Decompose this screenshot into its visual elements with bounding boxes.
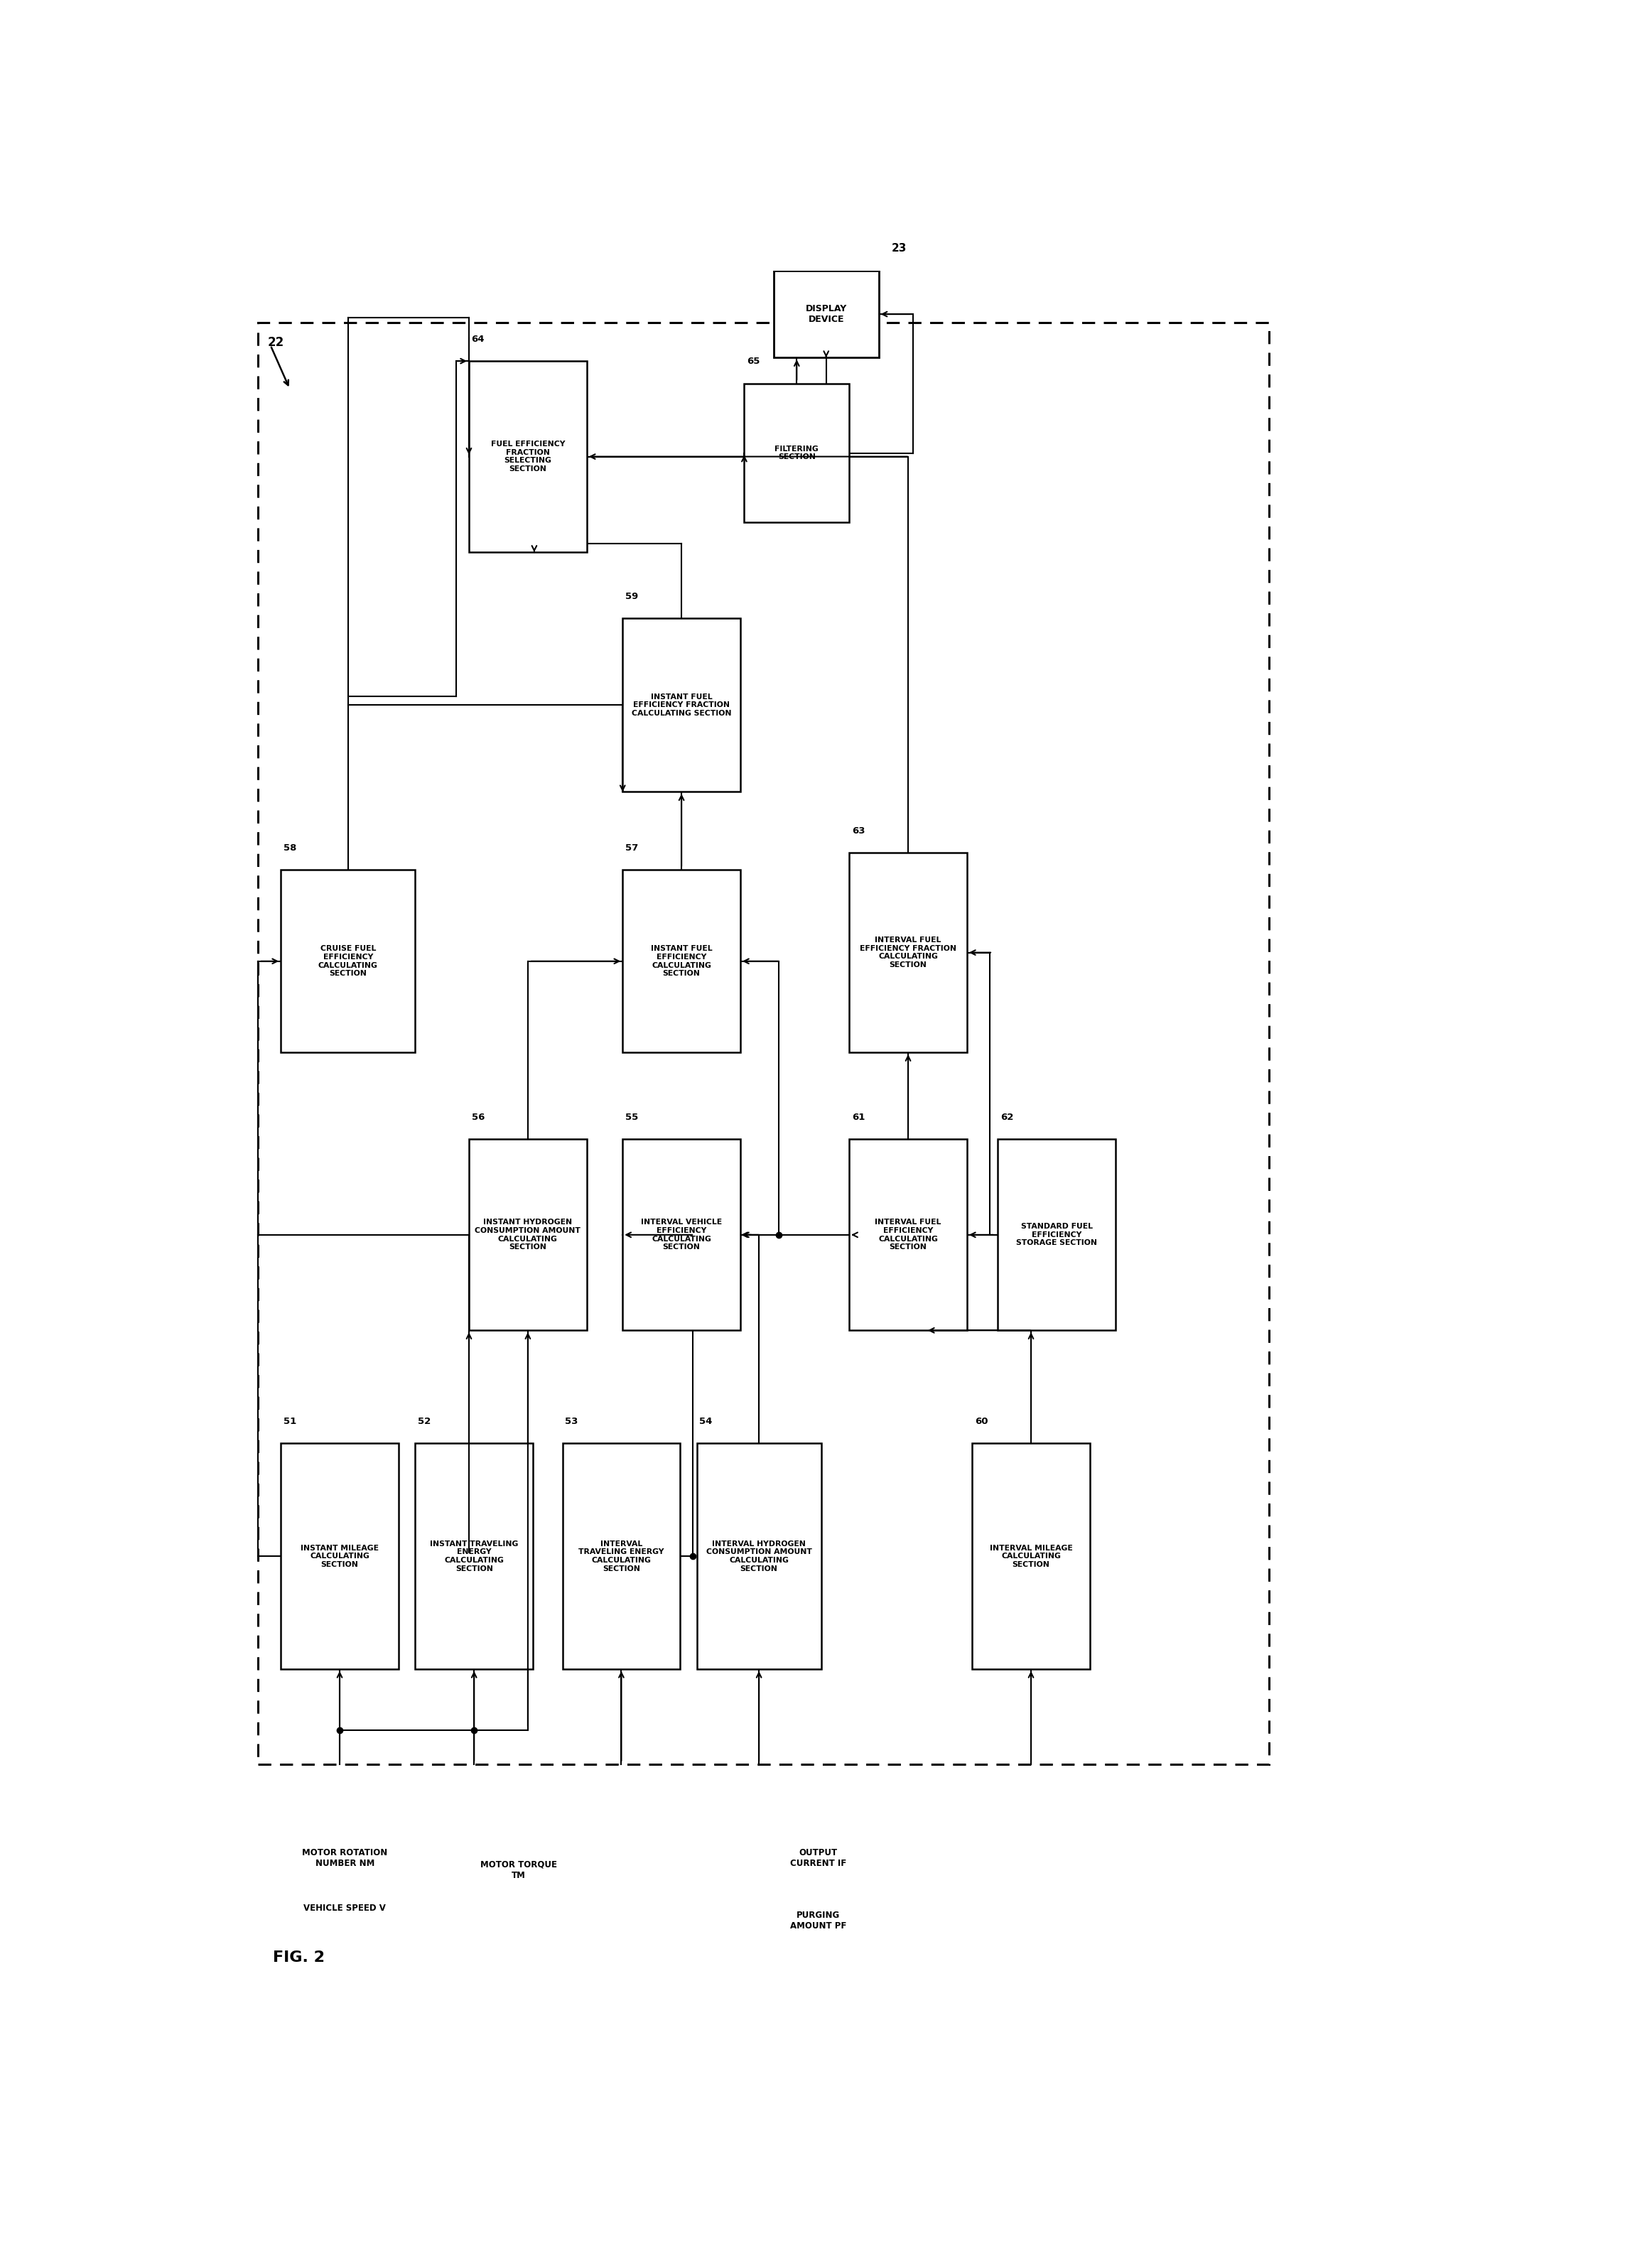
Text: OUTPUT
CURRENT IF: OUTPUT CURRENT IF: [790, 1848, 846, 1868]
Text: INSTANT MILEAGE
CALCULATING
SECTION: INSTANT MILEAGE CALCULATING SECTION: [301, 1545, 378, 1568]
Text: 65: 65: [747, 356, 760, 365]
Text: DISPLAY
DEVICE: DISPLAY DEVICE: [806, 305, 847, 325]
Text: CRUISE FUEL
EFFICIENCY
CALCULATING
SECTION: CRUISE FUEL EFFICIENCY CALCULATING SECTI…: [319, 945, 378, 977]
Text: 61: 61: [852, 1112, 866, 1121]
Text: INSTANT FUEL
EFFICIENCY FRACTION
CALCULATING SECTION: INSTANT FUEL EFFICIENCY FRACTION CALCULA…: [631, 693, 732, 717]
Text: VEHICLE SPEED V: VEHICLE SPEED V: [304, 1904, 387, 1913]
FancyBboxPatch shape: [623, 1139, 740, 1331]
Text: INTERVAL FUEL
EFFICIENCY
CALCULATING
SECTION: INTERVAL FUEL EFFICIENCY CALCULATING SEC…: [876, 1218, 942, 1250]
FancyBboxPatch shape: [415, 1444, 534, 1669]
Text: INTERVAL FUEL
EFFICIENCY FRACTION
CALCULATING
SECTION: INTERVAL FUEL EFFICIENCY FRACTION CALCUL…: [859, 936, 957, 968]
Text: MOTOR ROTATION
NUMBER NM: MOTOR ROTATION NUMBER NM: [302, 1848, 388, 1868]
Text: 53: 53: [565, 1417, 578, 1426]
Text: 23: 23: [892, 244, 907, 253]
Text: 63: 63: [852, 826, 866, 835]
FancyBboxPatch shape: [971, 1444, 1090, 1669]
FancyBboxPatch shape: [281, 1444, 398, 1669]
Text: FUEL EFFICIENCY
FRACTION
SELECTING
SECTION: FUEL EFFICIENCY FRACTION SELECTING SECTI…: [491, 440, 565, 472]
FancyBboxPatch shape: [773, 271, 879, 359]
Text: INTERVAL VEHICLE
EFFICIENCY
CALCULATING
SECTION: INTERVAL VEHICLE EFFICIENCY CALCULATING …: [641, 1218, 722, 1250]
FancyBboxPatch shape: [743, 384, 849, 523]
FancyBboxPatch shape: [697, 1444, 821, 1669]
FancyBboxPatch shape: [623, 618, 740, 792]
Text: INSTANT HYDROGEN
CONSUMPTION AMOUNT
CALCULATING
SECTION: INSTANT HYDROGEN CONSUMPTION AMOUNT CALC…: [476, 1218, 582, 1250]
Text: 22: 22: [268, 336, 284, 350]
FancyBboxPatch shape: [998, 1139, 1115, 1331]
Text: 62: 62: [999, 1112, 1013, 1121]
Text: INSTANT TRAVELING
ENERGY
CALCULATING
SECTION: INSTANT TRAVELING ENERGY CALCULATING SEC…: [430, 1541, 519, 1572]
Text: INTERVAL
TRAVELING ENERGY
CALCULATING
SECTION: INTERVAL TRAVELING ENERGY CALCULATING SE…: [578, 1541, 664, 1572]
Text: 64: 64: [471, 334, 484, 343]
Text: INTERVAL HYDROGEN
CONSUMPTION AMOUNT
CALCULATING
SECTION: INTERVAL HYDROGEN CONSUMPTION AMOUNT CAL…: [705, 1541, 811, 1572]
Text: FIG. 2: FIG. 2: [273, 1949, 325, 1965]
FancyBboxPatch shape: [281, 871, 415, 1051]
Text: 58: 58: [284, 844, 296, 853]
Text: 57: 57: [624, 844, 638, 853]
FancyBboxPatch shape: [849, 1139, 966, 1331]
Text: 60: 60: [975, 1417, 988, 1426]
FancyBboxPatch shape: [623, 871, 740, 1051]
FancyBboxPatch shape: [469, 1139, 586, 1331]
Text: 51: 51: [284, 1417, 296, 1426]
FancyBboxPatch shape: [849, 853, 966, 1051]
Text: PURGING
AMOUNT PF: PURGING AMOUNT PF: [790, 1911, 847, 1931]
Text: 56: 56: [471, 1112, 484, 1121]
Text: MOTOR TORQUE
TM: MOTOR TORQUE TM: [481, 1861, 557, 1879]
FancyBboxPatch shape: [562, 1444, 681, 1669]
Text: 52: 52: [418, 1417, 431, 1426]
Text: STANDARD FUEL
EFFICIENCY
STORAGE SECTION: STANDARD FUEL EFFICIENCY STORAGE SECTION: [1016, 1223, 1097, 1248]
FancyBboxPatch shape: [469, 361, 586, 553]
Text: FILTERING
SECTION: FILTERING SECTION: [775, 444, 819, 460]
Text: 55: 55: [624, 1112, 638, 1121]
Text: 59: 59: [624, 591, 638, 600]
Text: 54: 54: [699, 1417, 712, 1426]
Text: INSTANT FUEL
EFFICIENCY
CALCULATING
SECTION: INSTANT FUEL EFFICIENCY CALCULATING SECT…: [651, 945, 712, 977]
Text: INTERVAL MILEAGE
CALCULATING
SECTION: INTERVAL MILEAGE CALCULATING SECTION: [990, 1545, 1072, 1568]
